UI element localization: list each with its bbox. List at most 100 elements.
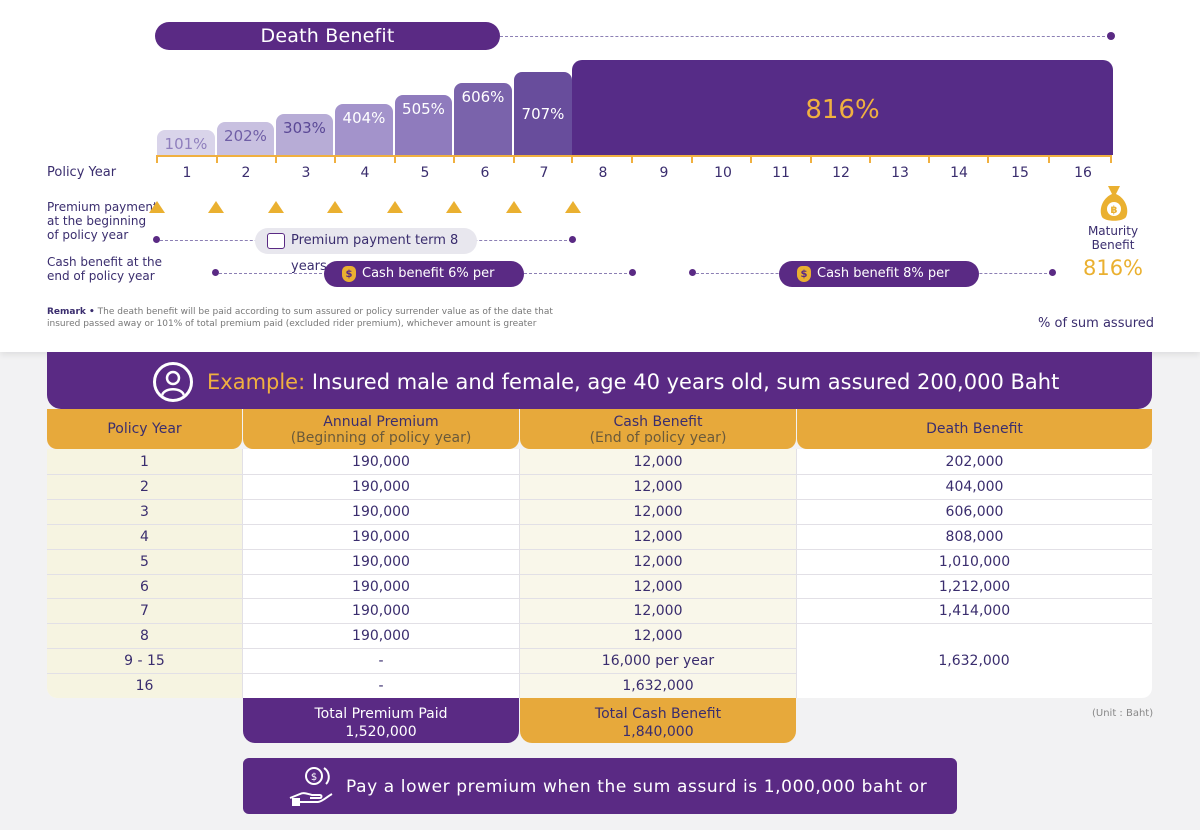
- year-label: 15: [1011, 165, 1029, 181]
- cell-year: 1: [140, 454, 149, 470]
- row-divider: [796, 548, 1152, 550]
- premium-payment-marker: [327, 201, 343, 213]
- year-label: 7: [539, 165, 549, 181]
- premium-payment-marker: [506, 201, 522, 213]
- cash-6-start-dot: [212, 269, 219, 276]
- cell-year: 7: [140, 603, 149, 620]
- cell-death: 1,212,000: [938, 578, 1011, 595]
- premium-payment-label: Premium payment at the beginning of policy…: [47, 200, 158, 242]
- year-label: 9: [659, 165, 669, 181]
- axis-tick: [1048, 155, 1050, 163]
- axis-tick: [810, 155, 812, 163]
- year-label: 16: [1074, 165, 1092, 181]
- row-divider: [796, 473, 1152, 475]
- premium-term-end-dot: [569, 236, 576, 243]
- axis-tick: [869, 155, 871, 163]
- example-banner: Example: Insured male and female, age 40…: [47, 352, 1152, 409]
- step-5: 505%: [395, 95, 452, 155]
- death-benefit-merged-cell: 1,632,000: [938, 653, 1010, 669]
- cell-death: 808,000: [945, 528, 1004, 545]
- cell-premium: -: [378, 678, 384, 695]
- cash-benefit-label: Cash benefit at the end of policy year: [47, 255, 163, 283]
- row-divider: [796, 623, 1152, 625]
- cell-cash: 12,000: [633, 553, 683, 570]
- year-label: 11: [772, 165, 790, 181]
- year-label: 4: [360, 165, 370, 181]
- step-6: 606%: [454, 83, 512, 155]
- cell-death: 202,000: [945, 454, 1004, 470]
- cell-death: 1,414,000: [938, 603, 1011, 620]
- cell-cash: 16,000 per year: [601, 653, 715, 670]
- header-cash-benefit: Cash Benefit (End of policy year): [520, 409, 796, 449]
- header-death-benefit: Death Benefit: [797, 409, 1152, 449]
- cell-death: 1,010,000: [938, 553, 1011, 570]
- svg-text:฿: ฿: [1111, 205, 1118, 216]
- cell-cash: 12,000: [633, 628, 683, 645]
- table-row: 5 190,000 12,000 1,010,000: [47, 549, 1152, 574]
- premium-payment-marker: [208, 201, 224, 213]
- remark: Remark • The death benefit will be paid …: [47, 307, 553, 329]
- cell-cash: 12,000: [633, 603, 683, 620]
- cell-premium: 190,000: [352, 478, 410, 495]
- cash-8-start-dot: [689, 269, 696, 276]
- table-row: 7 190,000 12,000 1,414,000: [47, 598, 1152, 623]
- cell-cash: 12,000: [633, 454, 683, 470]
- premium-payment-marker: [268, 201, 284, 213]
- table-row: 8 190,000 12,000: [47, 623, 1152, 648]
- year-label: 12: [832, 165, 850, 181]
- cell-cash: 12,000: [633, 528, 683, 545]
- step-final: 816%: [572, 60, 1113, 155]
- step-1: 101%: [157, 130, 215, 155]
- cell-year: 5: [140, 553, 149, 570]
- cell-year: 3: [140, 503, 149, 520]
- year-label: 10: [714, 165, 732, 181]
- step-2: 202%: [217, 122, 274, 155]
- policy-year-axis: [157, 155, 1112, 157]
- axis-tick: [275, 155, 277, 163]
- year-label: 8: [598, 165, 608, 181]
- cell-death: [797, 623, 1152, 648]
- cell-year: 16: [135, 678, 154, 695]
- cell-cash: 12,000: [633, 478, 683, 495]
- cash-8-end-dot: [1049, 269, 1056, 276]
- cash-stack-icon: [267, 233, 285, 249]
- total-cash-benefit: Total Cash Benefit 1,840,000: [520, 698, 796, 743]
- axis-tick: [394, 155, 396, 163]
- row-divider: [796, 598, 1152, 600]
- maturity-benefit-label: Maturity Benefit: [1087, 224, 1139, 252]
- money-bag-icon: ฿: [1097, 183, 1131, 223]
- table-row: 1 190,000 12,000 202,000: [47, 449, 1152, 474]
- axis-tick: [334, 155, 336, 163]
- header-annual-premium: Annual Premium (Beginning of policy year): [243, 409, 519, 449]
- cash-benefit-8-badge: $ Cash benefit 8% per year: [779, 261, 979, 307]
- cell-premium: 190,000: [352, 503, 410, 520]
- cell-death: 404,000: [945, 478, 1004, 495]
- cell-death: 606,000: [945, 503, 1004, 520]
- premium-payment-marker: [387, 201, 403, 213]
- unit-note: (Unit : Baht): [1092, 708, 1154, 719]
- cell-premium: 190,000: [352, 603, 410, 620]
- year-label: 1: [182, 165, 192, 181]
- pay-lower-premium-banner: Pay a lower premium when the sum assurd …: [243, 758, 957, 814]
- axis-tick: [928, 155, 930, 163]
- table-row: 2 190,000 12,000 404,000: [47, 474, 1152, 499]
- money-bag-icon: $: [797, 266, 811, 282]
- axis-tick: [750, 155, 752, 163]
- table-row: 6 190,000 12,000 1,212,000: [47, 574, 1152, 599]
- cell-premium: 190,000: [352, 578, 410, 595]
- axis-tick: [987, 155, 989, 163]
- cell-year: 9 - 15: [124, 653, 165, 670]
- row-divider: [47, 548, 796, 550]
- total-premium-paid: Total Premium Paid 1,520,000: [243, 698, 519, 743]
- cell-premium: -: [378, 653, 384, 670]
- table-row: 16 - 1,632,000: [47, 673, 1152, 698]
- row-divider: [47, 473, 796, 475]
- table-row: 4 190,000 12,000 808,000: [47, 524, 1152, 549]
- year-label: 14: [950, 165, 968, 181]
- row-divider: [47, 598, 796, 600]
- axis-tick: [156, 155, 158, 163]
- axis-tick: [513, 155, 515, 163]
- premium-payment-marker: [446, 201, 462, 213]
- percent-of-sum-assured-note: % of sum assured: [1038, 316, 1155, 331]
- hand-money-icon: $: [288, 764, 336, 808]
